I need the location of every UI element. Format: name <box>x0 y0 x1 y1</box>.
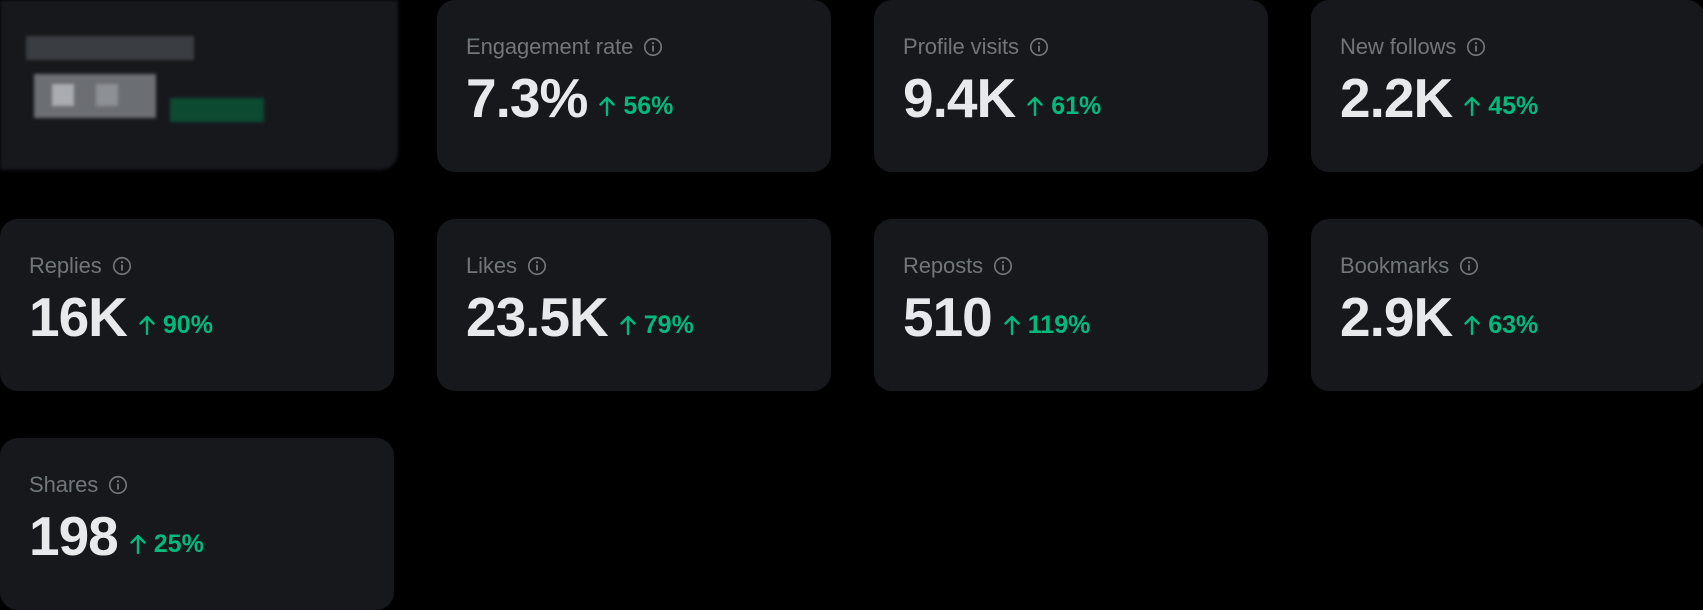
metric-change: 79% <box>619 311 694 340</box>
metric-header: Engagement rate <box>466 34 664 60</box>
arrow-up-icon <box>598 95 616 117</box>
metric-change-value: 56% <box>623 91 674 120</box>
metric-card-bookmarks: Bookmarks 2.9K 63% <box>1311 219 1703 391</box>
metric-value: 7.3% <box>466 67 588 129</box>
metric-change-value: 45% <box>1488 91 1539 120</box>
arrow-up-icon <box>1026 95 1044 117</box>
metric-label: Engagement rate <box>466 34 634 59</box>
metric-change-value: 119% <box>1027 310 1091 339</box>
metric-label: Reposts <box>903 253 984 278</box>
metric-card-shares: Shares 198 25% <box>0 438 394 610</box>
metric-header: Shares <box>29 472 129 498</box>
info-icon[interactable] <box>107 474 129 496</box>
metric-label: Replies <box>29 253 102 278</box>
info-icon[interactable] <box>642 36 664 58</box>
arrow-up-icon <box>1463 95 1481 117</box>
metric-change: 61% <box>1026 92 1101 121</box>
metric-change-value: 63% <box>1488 310 1539 339</box>
metric-label: Likes <box>466 253 517 278</box>
info-icon[interactable] <box>526 255 548 277</box>
metric-change: 90% <box>138 311 213 340</box>
metric-value: 2.9K <box>1340 286 1453 348</box>
metric-value: 23.5K <box>466 286 609 348</box>
redacted-value-pixel <box>96 84 118 106</box>
redacted-label-block <box>26 36 194 60</box>
metric-header: New follows <box>1340 34 1487 60</box>
metric-label: New follows <box>1340 34 1457 59</box>
metric-card-replies: Replies 16K 90% <box>0 219 394 391</box>
metric-value: 510 <box>903 286 993 348</box>
metric-card-profile-visits: Profile visits 9.4K 61% <box>874 0 1268 172</box>
metric-value-row: 16K 90% <box>29 285 213 349</box>
metric-change-value: 25% <box>153 529 204 558</box>
metric-value-row: 2.9K 63% <box>1340 285 1538 349</box>
metric-value: 2.2K <box>1340 67 1453 129</box>
metric-label: Bookmarks <box>1340 253 1450 278</box>
info-icon[interactable] <box>1028 36 1050 58</box>
metric-value: 9.4K <box>903 67 1016 129</box>
metric-header: Profile visits <box>903 34 1050 60</box>
metric-header: Replies <box>29 253 133 279</box>
metric-change-value: 79% <box>643 310 694 339</box>
redacted-value-pixel <box>52 84 74 106</box>
metric-label: Profile visits <box>903 34 1019 59</box>
metric-change: 119% <box>1003 310 1091 340</box>
metric-value-row: 2.2K 45% <box>1340 66 1538 130</box>
redacted-metric-card <box>0 0 398 170</box>
arrow-up-icon <box>619 314 637 336</box>
metric-card-reposts: Reposts 510 119% <box>874 219 1268 391</box>
metric-card-engagement-rate: Engagement rate 7.3% 56% <box>437 0 831 172</box>
metric-value-row: 9.4K 61% <box>903 66 1101 130</box>
metric-header: Likes <box>466 253 548 279</box>
metric-change: 63% <box>1463 311 1538 340</box>
metric-change: 56% <box>598 92 673 121</box>
redacted-change-block <box>170 98 264 122</box>
metric-change: 25% <box>129 530 204 559</box>
arrow-up-icon <box>129 533 147 555</box>
info-icon[interactable] <box>992 255 1014 277</box>
metric-value-row: 198 25% <box>29 504 204 568</box>
metric-value: 198 <box>29 505 119 567</box>
metric-label: Shares <box>29 472 99 497</box>
metric-value-row: 510 119% <box>903 285 1090 349</box>
metric-value-row: 7.3% 56% <box>466 66 673 130</box>
arrow-up-icon <box>1003 314 1021 336</box>
metric-change-value: 90% <box>162 310 213 339</box>
info-icon[interactable] <box>1465 36 1487 58</box>
metric-card-new-follows: New follows 2.2K 45% <box>1311 0 1703 172</box>
metric-value: 16K <box>29 286 128 348</box>
arrow-up-icon <box>138 314 156 336</box>
arrow-up-icon <box>1463 314 1481 336</box>
metric-change-value: 61% <box>1051 91 1102 120</box>
metric-header: Bookmarks <box>1340 253 1480 279</box>
metric-card-likes: Likes 23.5K 79% <box>437 219 831 391</box>
info-icon[interactable] <box>111 255 133 277</box>
metric-value-row: 23.5K 79% <box>466 285 694 349</box>
info-icon[interactable] <box>1458 255 1480 277</box>
metric-change: 45% <box>1463 92 1538 121</box>
metric-header: Reposts <box>903 253 1014 279</box>
